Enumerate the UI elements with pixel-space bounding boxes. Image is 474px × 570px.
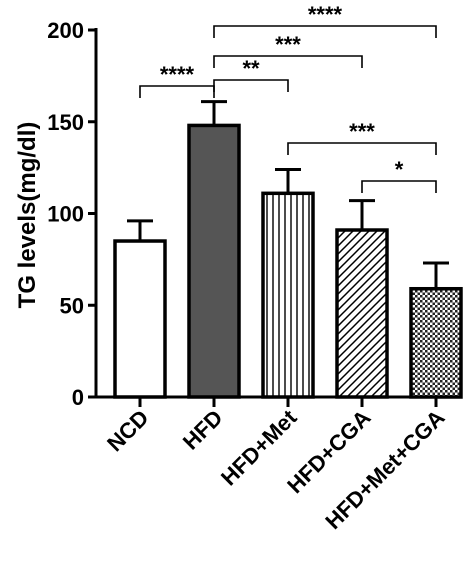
significance-label: * (395, 157, 404, 182)
significance-bracket (139, 85, 215, 98)
significance-label: ** (242, 56, 260, 81)
y-tick-label: 0 (72, 385, 84, 410)
y-tick-label: 50 (60, 293, 84, 318)
bar-hfd (187, 123, 241, 399)
x-tick-label: NCD (102, 405, 153, 456)
bar-hfd-met (261, 191, 315, 399)
y-axis-title: TG levels(mg/dl) (14, 122, 41, 309)
significance-label: *** (275, 32, 301, 57)
y-tick-label: 150 (47, 110, 84, 135)
bar-ncd (113, 239, 167, 399)
significance-bracket (287, 142, 437, 155)
significance-label: *** (349, 119, 375, 144)
significance-bracket (213, 25, 437, 38)
bar-hfd-cga (335, 228, 389, 399)
significance-label: **** (308, 2, 343, 27)
significance-label: **** (160, 62, 195, 87)
significance-bracket (213, 79, 289, 92)
significance-bracket (213, 55, 363, 68)
y-tick-label: 100 (47, 202, 84, 227)
bar-hfd-met-cga (409, 286, 463, 399)
y-tick-label: 200 (47, 18, 84, 43)
significance-bracket (361, 180, 437, 193)
x-tick-label: HFD (178, 405, 228, 455)
